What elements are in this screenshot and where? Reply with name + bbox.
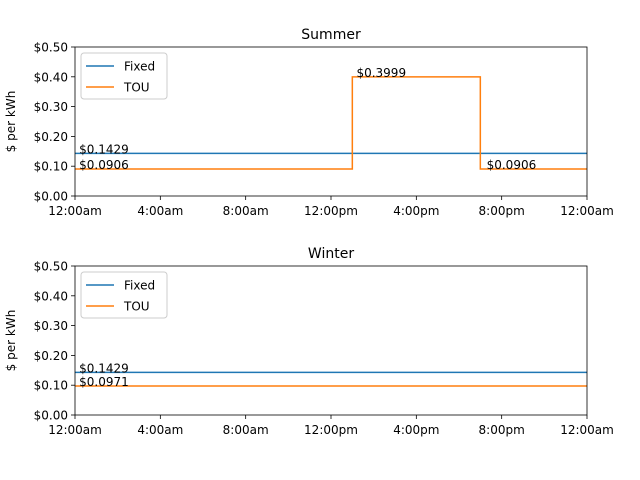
y-tick-label: $0.20	[34, 130, 68, 144]
y-tick-label: $0.00	[34, 409, 68, 423]
y-tick-label: $0.40	[34, 289, 68, 303]
x-tick-label: 4:00pm	[393, 204, 439, 218]
data-label: $0.0906	[487, 158, 537, 172]
data-label: $0.0971	[79, 375, 129, 389]
y-tick-label: $0.30	[34, 100, 68, 114]
y-axis-label: $ per kWh	[4, 91, 18, 153]
x-tick-label: 12:00am	[560, 204, 614, 218]
x-tick-label: 12:00am	[560, 423, 614, 437]
x-tick-label: 8:00am	[223, 204, 269, 218]
data-label: $0.3999	[356, 66, 406, 80]
x-tick-label: 4:00am	[137, 204, 183, 218]
data-label: $0.1429	[79, 361, 129, 375]
y-tick-label: $0.30	[34, 319, 68, 333]
y-tick-label: $0.40	[34, 70, 68, 84]
y-tick-label: $0.50	[34, 260, 68, 274]
legend-label-tou: TOU	[123, 81, 150, 95]
legend-label-fixed: Fixed	[124, 279, 155, 293]
x-tick-label: 4:00pm	[393, 423, 439, 437]
chart-title: Summer	[301, 27, 361, 43]
x-tick-label: 12:00am	[48, 423, 102, 437]
y-tick-label: $0.10	[34, 160, 68, 174]
y-tick-label: $0.50	[34, 41, 68, 55]
x-tick-label: 12:00pm	[304, 423, 358, 437]
x-tick-label: 8:00pm	[479, 204, 525, 218]
x-tick-label: 8:00am	[223, 423, 269, 437]
x-tick-label: 4:00am	[137, 423, 183, 437]
legend-label-tou: TOU	[123, 300, 150, 314]
chart-panel-summer: Summer $ per kWh $0.1429 $0.0906 $0.3999 $0.0…	[4, 27, 614, 218]
series-line-tou	[75, 76, 587, 170]
x-tick-label: 8:00pm	[479, 423, 525, 437]
y-tick-label: $0.20	[34, 349, 68, 363]
x-tick-label: 12:00pm	[304, 204, 358, 218]
y-tick-label: $0.10	[34, 379, 68, 393]
chart-title: Winter	[308, 246, 354, 262]
data-label: $0.1429	[79, 142, 129, 156]
x-tick-label: 12:00am	[48, 204, 102, 218]
legend: Fixed TOU	[80, 271, 168, 319]
data-label: $0.0906	[79, 158, 129, 172]
chart-panel-winter: Winter $ per kWh $0.1429$0.0971 12:00am 4:00…	[4, 246, 614, 437]
y-tick-label: $0.00	[34, 190, 68, 204]
legend: Fixed TOU	[80, 52, 168, 100]
y-axis-label: $ per kWh	[4, 310, 18, 372]
legend-label-fixed: Fixed	[124, 60, 155, 74]
